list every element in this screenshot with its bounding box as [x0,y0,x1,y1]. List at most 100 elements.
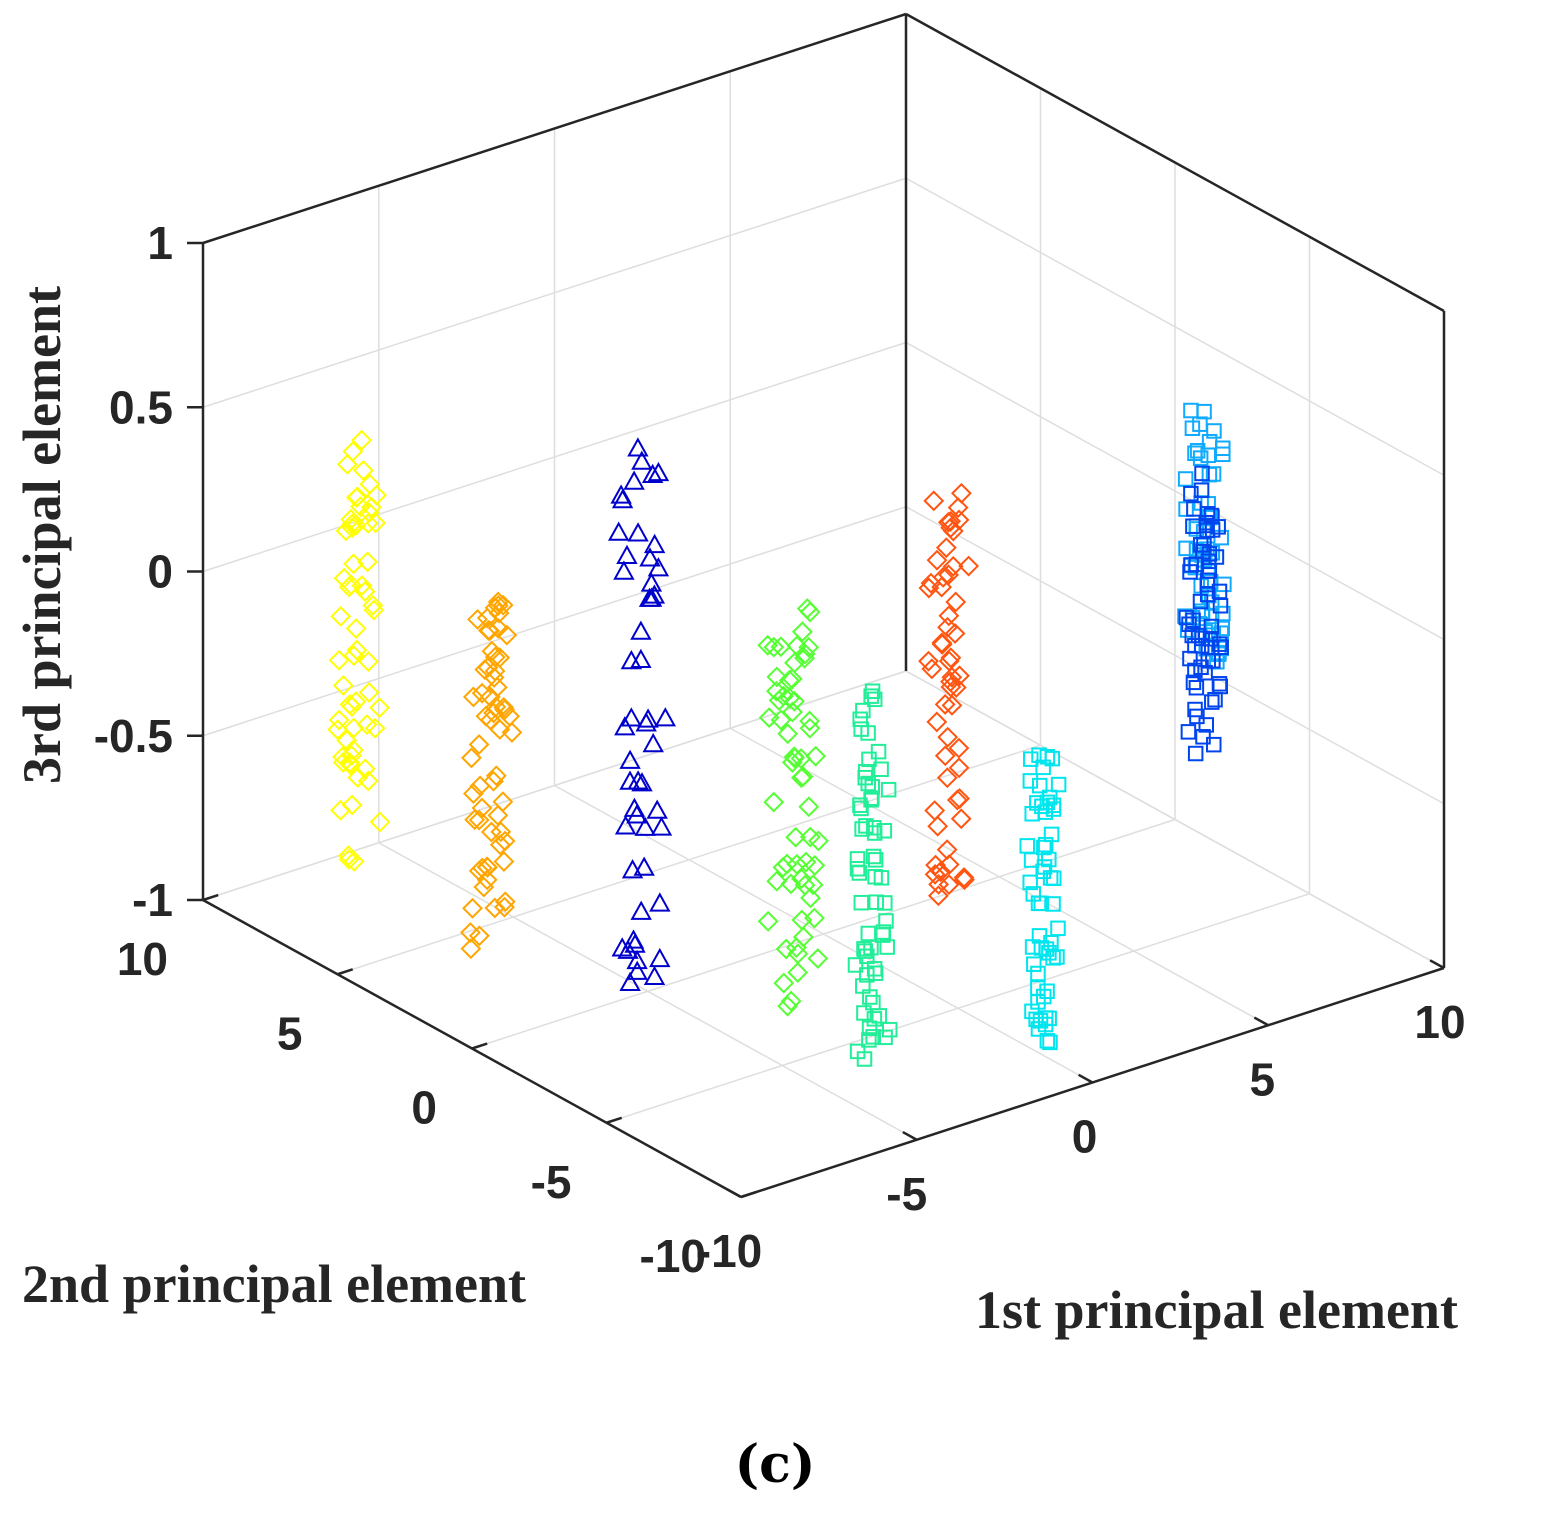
x-tick-label: 0 [1072,1111,1098,1163]
data-point [464,809,486,831]
data-point [1050,776,1067,793]
data-point [940,517,962,539]
data-point [950,482,972,504]
data-point [1203,608,1220,625]
data-point [923,490,945,512]
data-point [924,800,946,821]
data-point [347,767,369,788]
data-point [1031,747,1047,763]
data-point [777,995,799,1017]
data-point [484,660,506,682]
data-point [786,853,808,875]
data-point [1196,403,1212,420]
data-point [941,666,963,688]
grid-line [202,341,907,573]
data-point [642,732,664,753]
data-point [799,717,821,739]
data-point [948,737,970,759]
data-point [343,645,365,667]
grid-line [905,177,1445,476]
data-point [620,707,643,727]
data-point [468,925,490,947]
data-point [1183,557,1199,573]
data-point [619,749,641,769]
z-tick-label: -1 [132,874,173,926]
x-tick-mark [902,1130,918,1141]
data-point [865,1029,881,1045]
data-point [1189,708,1205,725]
data-point [787,962,809,983]
data-point [1186,501,1202,517]
data-point [865,848,882,865]
data-point [935,537,957,559]
data-point [798,796,820,818]
grid-line [905,506,1445,805]
data-point [631,450,653,470]
data-point [492,594,514,616]
data-point [784,652,805,674]
data-point [358,682,380,703]
data-point [366,484,387,506]
data-point [791,868,812,890]
data-point [332,675,354,696]
series-7 [1019,747,1067,1051]
data-point [460,922,481,943]
data-point [1213,639,1229,656]
data-point [862,989,878,1005]
data-point [938,854,960,875]
data-point [1022,874,1038,891]
data-point [640,572,663,592]
data-point [796,598,818,619]
data-point [877,1029,893,1046]
data-point [1029,795,1045,811]
data-point [1181,616,1197,633]
data-point [480,821,502,843]
data-point [863,688,879,704]
data-point [1043,826,1060,843]
data-point [860,725,876,741]
data-point [1210,519,1226,535]
z-axis-label: 3rd principal element [12,286,72,784]
data-point [1197,664,1213,681]
x-tick-mark [726,1188,742,1199]
data-point [1198,717,1214,733]
data-point [1211,636,1228,652]
data-point [1200,553,1217,570]
data-point [336,453,358,475]
data-point [1019,838,1036,854]
y-tick-mark [202,893,219,902]
data-point [649,947,671,968]
data-point [1196,536,1212,553]
data-point [643,533,666,554]
data-point [775,938,797,960]
y-tick-label: -10 [640,1230,706,1282]
data-point [861,1032,877,1048]
data-point [369,811,391,833]
data-point [626,949,648,970]
data-point [350,496,371,518]
data-point [876,823,893,839]
data-point [649,892,671,912]
data-point [641,463,664,484]
data-point [330,799,351,821]
data-point [936,767,958,789]
data-point [808,830,829,852]
data-point [950,808,972,830]
data-point [487,804,509,826]
data-point [1203,618,1220,635]
data-point [795,851,817,873]
data-point [357,551,379,573]
data-point [1206,736,1222,753]
y-axis-label: 2nd principal element [22,1254,526,1314]
data-point [763,636,785,658]
x-tick-label: -5 [886,1168,927,1220]
data-point [607,521,630,541]
data-point [487,595,509,616]
data-point [639,547,661,567]
data-point [1178,540,1194,557]
data-point [643,965,666,985]
data-point [879,939,895,955]
data-point [1195,729,1211,745]
data-point [633,856,655,876]
data-point [782,701,803,723]
